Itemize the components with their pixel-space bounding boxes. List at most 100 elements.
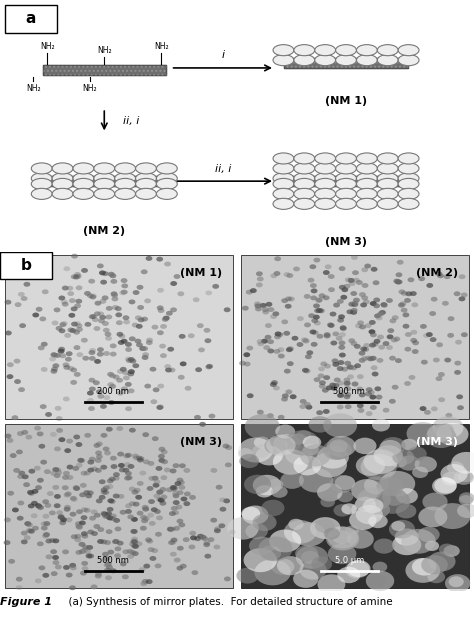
Circle shape xyxy=(325,264,332,269)
Circle shape xyxy=(89,378,95,382)
Circle shape xyxy=(334,504,351,516)
Circle shape xyxy=(107,550,114,555)
Circle shape xyxy=(106,426,113,431)
Circle shape xyxy=(164,262,171,267)
Circle shape xyxy=(352,270,359,275)
Circle shape xyxy=(160,487,166,492)
Circle shape xyxy=(273,434,301,454)
Circle shape xyxy=(214,526,221,532)
Circle shape xyxy=(107,372,114,377)
Circle shape xyxy=(243,352,250,357)
Circle shape xyxy=(141,346,148,351)
Circle shape xyxy=(73,466,79,471)
Circle shape xyxy=(237,567,259,584)
Circle shape xyxy=(354,438,376,454)
Circle shape xyxy=(266,435,296,456)
Circle shape xyxy=(103,486,110,490)
Circle shape xyxy=(106,515,113,520)
Circle shape xyxy=(356,188,377,199)
Circle shape xyxy=(256,339,264,344)
Circle shape xyxy=(56,510,63,515)
Circle shape xyxy=(74,372,81,377)
Circle shape xyxy=(446,413,452,418)
Circle shape xyxy=(257,409,264,415)
Text: b: b xyxy=(21,258,31,273)
Circle shape xyxy=(73,330,80,335)
Circle shape xyxy=(319,293,326,298)
Circle shape xyxy=(4,540,10,545)
Circle shape xyxy=(366,571,394,591)
Circle shape xyxy=(360,347,367,352)
Circle shape xyxy=(41,521,47,526)
Circle shape xyxy=(45,503,51,508)
Circle shape xyxy=(398,179,419,189)
Circle shape xyxy=(434,477,457,494)
Circle shape xyxy=(31,173,52,184)
Circle shape xyxy=(355,497,376,511)
Circle shape xyxy=(389,399,396,404)
Circle shape xyxy=(312,452,347,477)
Circle shape xyxy=(294,163,315,174)
Circle shape xyxy=(337,404,344,409)
Circle shape xyxy=(320,497,335,508)
Circle shape xyxy=(7,362,14,367)
Circle shape xyxy=(75,524,82,529)
Circle shape xyxy=(157,330,164,335)
Circle shape xyxy=(167,527,174,532)
Circle shape xyxy=(405,291,412,296)
Circle shape xyxy=(398,153,419,164)
Circle shape xyxy=(219,507,227,512)
Circle shape xyxy=(333,530,352,544)
Circle shape xyxy=(110,343,117,348)
Circle shape xyxy=(171,486,178,490)
Circle shape xyxy=(38,565,46,571)
Circle shape xyxy=(133,290,139,295)
Circle shape xyxy=(170,281,177,286)
Circle shape xyxy=(62,302,69,307)
Circle shape xyxy=(97,311,104,316)
Circle shape xyxy=(454,291,461,296)
Circle shape xyxy=(197,534,204,538)
Circle shape xyxy=(377,45,398,56)
Circle shape xyxy=(136,188,156,199)
Circle shape xyxy=(73,275,80,279)
Circle shape xyxy=(410,291,417,296)
Circle shape xyxy=(137,511,144,516)
Circle shape xyxy=(45,412,52,417)
Circle shape xyxy=(447,333,454,338)
Circle shape xyxy=(127,549,134,554)
Circle shape xyxy=(100,465,107,470)
Circle shape xyxy=(26,528,33,533)
Circle shape xyxy=(204,554,211,559)
Circle shape xyxy=(284,520,317,543)
Circle shape xyxy=(421,360,428,365)
Circle shape xyxy=(109,384,116,389)
Circle shape xyxy=(105,314,112,320)
Circle shape xyxy=(401,529,436,554)
Circle shape xyxy=(12,508,19,513)
Circle shape xyxy=(129,542,136,547)
Circle shape xyxy=(142,579,149,584)
Circle shape xyxy=(36,504,42,509)
Circle shape xyxy=(310,517,340,539)
Circle shape xyxy=(226,445,232,450)
Circle shape xyxy=(398,173,419,184)
Circle shape xyxy=(313,314,320,320)
Text: NH₂: NH₂ xyxy=(83,84,97,92)
Circle shape xyxy=(357,320,364,325)
Circle shape xyxy=(294,153,315,164)
Circle shape xyxy=(52,188,73,199)
Circle shape xyxy=(64,333,71,338)
Circle shape xyxy=(7,491,14,496)
Circle shape xyxy=(379,310,386,315)
Circle shape xyxy=(305,354,312,359)
Circle shape xyxy=(170,308,177,312)
Circle shape xyxy=(285,304,292,309)
Circle shape xyxy=(337,567,360,583)
Circle shape xyxy=(423,333,430,338)
Circle shape xyxy=(120,278,128,283)
Circle shape xyxy=(42,573,49,578)
Circle shape xyxy=(345,404,352,409)
Circle shape xyxy=(205,364,212,369)
Circle shape xyxy=(10,453,17,458)
